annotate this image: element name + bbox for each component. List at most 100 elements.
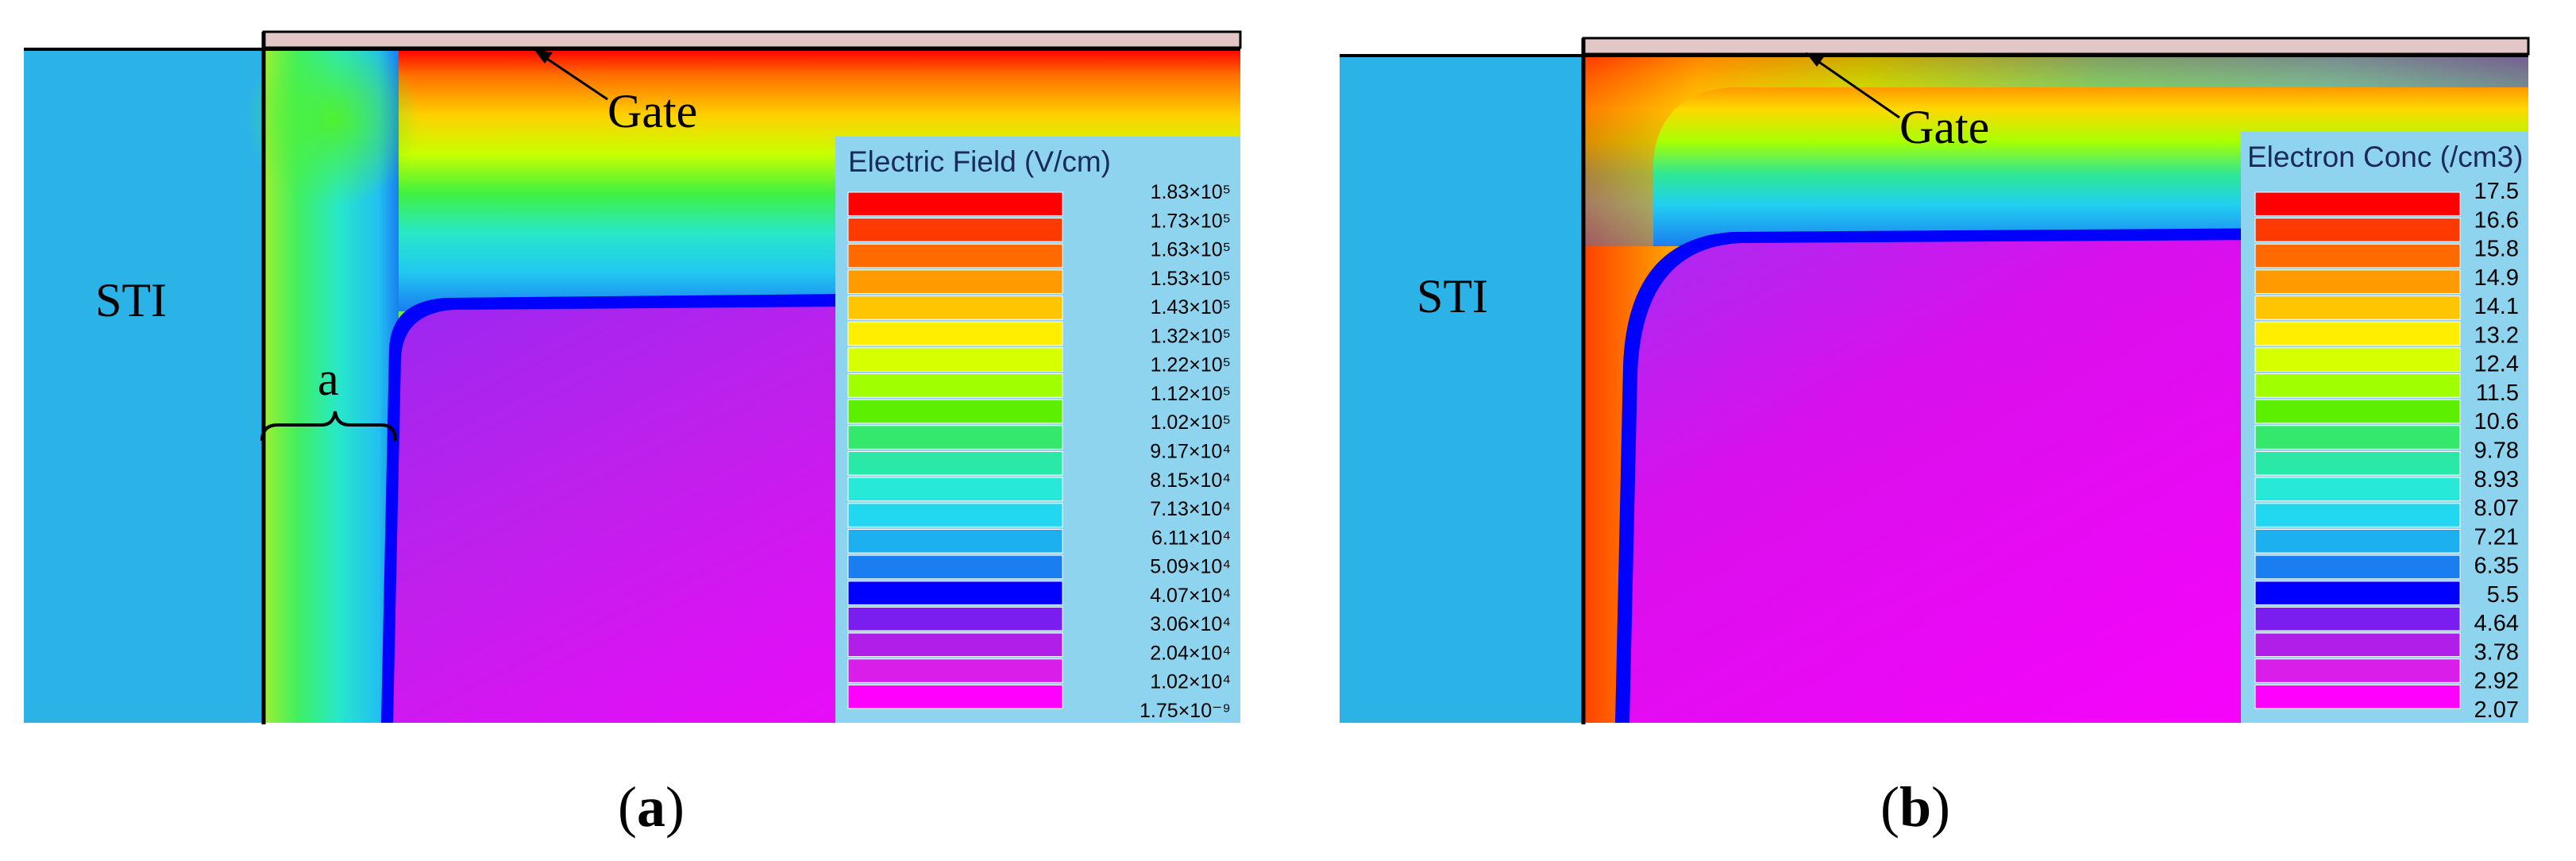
legend-title: Electric Field (V/cm) (848, 145, 1111, 178)
legend-swatch (847, 269, 1063, 294)
legend-b: Electron Conc (/cm3) 17.5 16.6 15.8 14.9 14.… (2241, 132, 2528, 723)
legend-value-label: 1.02×10⁴ (1150, 671, 1231, 693)
sti-label: STI (1417, 270, 1488, 322)
legend-title: Electron Conc (/cm3) (2247, 141, 2524, 173)
legend-swatch (2254, 191, 2461, 217)
legend-value-label: 7.21 (2474, 524, 2519, 550)
legend-swatch (847, 347, 1063, 372)
sti-region (24, 48, 264, 723)
legend-swatch (847, 425, 1063, 450)
legend-swatch (847, 477, 1063, 502)
legend-value-label: 2.04×10⁴ (1150, 642, 1231, 664)
legend-value-label: 4.07×10⁴ (1150, 585, 1231, 607)
legend-swatch (2254, 554, 2461, 580)
legend-swatch (2254, 529, 2461, 554)
legend-value-label: 8.15×10⁴ (1150, 469, 1231, 492)
legend-swatch (847, 632, 1063, 658)
gate-electrode (1582, 37, 2530, 56)
sti-label: STI (95, 274, 167, 326)
legend-value-label: 1.02×10⁵ (1151, 411, 1231, 434)
legend-value-label: 15.8 (2474, 237, 2519, 262)
legend-swatch (2254, 399, 2461, 424)
gate-label: Gate (1899, 101, 1989, 153)
legend-value-label: 9.17×10⁴ (1150, 441, 1231, 463)
legend-value-label: 2.92 (2474, 669, 2519, 694)
legend-swatch (847, 321, 1063, 346)
legend-swatch (847, 218, 1063, 242)
legend-swatch (2254, 295, 2461, 320)
legend-value-label: 5.5 (2487, 582, 2519, 608)
gate-label: Gate (607, 85, 697, 137)
legend-value-label: 12.4 (2474, 352, 2519, 377)
gate-electrode (262, 30, 1242, 49)
legend-swatch (847, 451, 1063, 476)
legend-value-label: 1.63×10⁵ (1151, 239, 1231, 261)
sti-region (1340, 56, 1582, 723)
legend-swatch (2254, 684, 2461, 709)
legend-value-label: 14.9 (2474, 265, 2519, 291)
legend-value-label: 8.93 (2474, 467, 2519, 492)
legend-swatch (2254, 347, 2461, 372)
legend-swatch (2254, 269, 2461, 294)
panel-a: STI Gate a Electric Field (V/cm) 1.83×10… (24, 30, 1242, 839)
legend-swatch (2254, 451, 2461, 476)
legend-swatch (847, 399, 1063, 424)
legend-swatch (847, 243, 1063, 268)
legend-value-label: 9.78 (2474, 438, 2519, 464)
legend-swatch (847, 658, 1063, 683)
legend-bars (847, 191, 1063, 709)
legend-value-label: 1.22×10⁵ (1151, 354, 1231, 376)
dimension-bracket (260, 411, 397, 442)
legend-value-label: 13.2 (2474, 322, 2519, 348)
legend-values: 17.5 16.6 15.8 14.9 14.1 13.2 12.4 11.5 10.6 9.78… (2474, 179, 2519, 723)
legend-swatch (847, 606, 1063, 631)
legend-value-label: 1.53×10⁵ (1151, 268, 1231, 290)
legend-value-label: 6.11×10⁴ (1151, 527, 1231, 549)
electric-field-plot: STI Gate a Electric Field (V/cm) 1.83×10… (24, 30, 1242, 724)
legend-value-label: 17.5 (2474, 179, 2519, 204)
electron-concentration-plot: STI Gate Electron Conc (/cm3) 17.5 16.6 15… (1340, 37, 2530, 724)
legend-swatch (2254, 321, 2461, 346)
panel-b: STI Gate Electron Conc (/cm3) 17.5 16.6 15… (1288, 0, 2576, 861)
legend-value-label: 1.73×10⁵ (1151, 210, 1231, 232)
legend-swatch (847, 373, 1063, 398)
legend-swatch (2254, 373, 2461, 398)
legend-value-label: 6.35 (2474, 554, 2519, 579)
legend-value-label: 3.06×10⁴ (1150, 613, 1231, 635)
legend-swatch (2254, 218, 2461, 242)
legend-swatch (2254, 606, 2461, 631)
legend-swatch (847, 295, 1063, 320)
dimension-label: a (318, 353, 339, 405)
legend-swatch (847, 191, 1063, 217)
legend-swatch (2254, 632, 2461, 658)
legend-swatch (2254, 503, 2461, 527)
caption-b: (b) (1880, 775, 1950, 839)
legend-swatch (2254, 658, 2461, 683)
legend-a: Electric Field (V/cm) 1.83×10⁵1.73×10⁵1.… (835, 137, 1240, 723)
legend-values: 1.83×10⁵ 1.73×10⁵ 1.63×10⁵ 1.53×10⁵ 1.43×10⁵… (1140, 181, 1231, 722)
legend-value-label: 14.1 (2474, 294, 2519, 319)
legend-value-label: 1.83×10⁵ (1151, 181, 1231, 203)
legend-swatch (847, 581, 1063, 605)
legend-value-label: 4.64 (2474, 611, 2519, 636)
legend-value-label: 5.09×10⁴ (1150, 556, 1231, 578)
legend-swatch (2254, 477, 2461, 502)
legend-bars (2254, 191, 2461, 709)
caption-a: (a) (618, 775, 684, 839)
legend-swatch (2254, 581, 2461, 605)
legend-swatch (847, 503, 1063, 527)
legend-value-label: 1.12×10⁵ (1151, 383, 1231, 405)
legend-value-label: 1.75×10⁻⁹ (1140, 700, 1231, 722)
legend-value-label: 2.07 (2474, 697, 2519, 723)
legend-swatch (847, 684, 1063, 709)
legend-value-label: 8.07 (2474, 496, 2519, 521)
legend-value-label: 1.32×10⁵ (1151, 325, 1231, 347)
legend-value-label: 7.13×10⁴ (1150, 498, 1231, 520)
legend-value-label: 1.43×10⁵ (1151, 296, 1231, 319)
legend-value-label: 10.6 (2474, 409, 2519, 434)
legend-value-label: 3.78 (2474, 639, 2519, 665)
legend-swatch (2254, 243, 2461, 268)
legend-swatch (847, 529, 1063, 554)
legend-swatch (2254, 425, 2461, 450)
legend-value-label: 16.6 (2474, 207, 2519, 233)
